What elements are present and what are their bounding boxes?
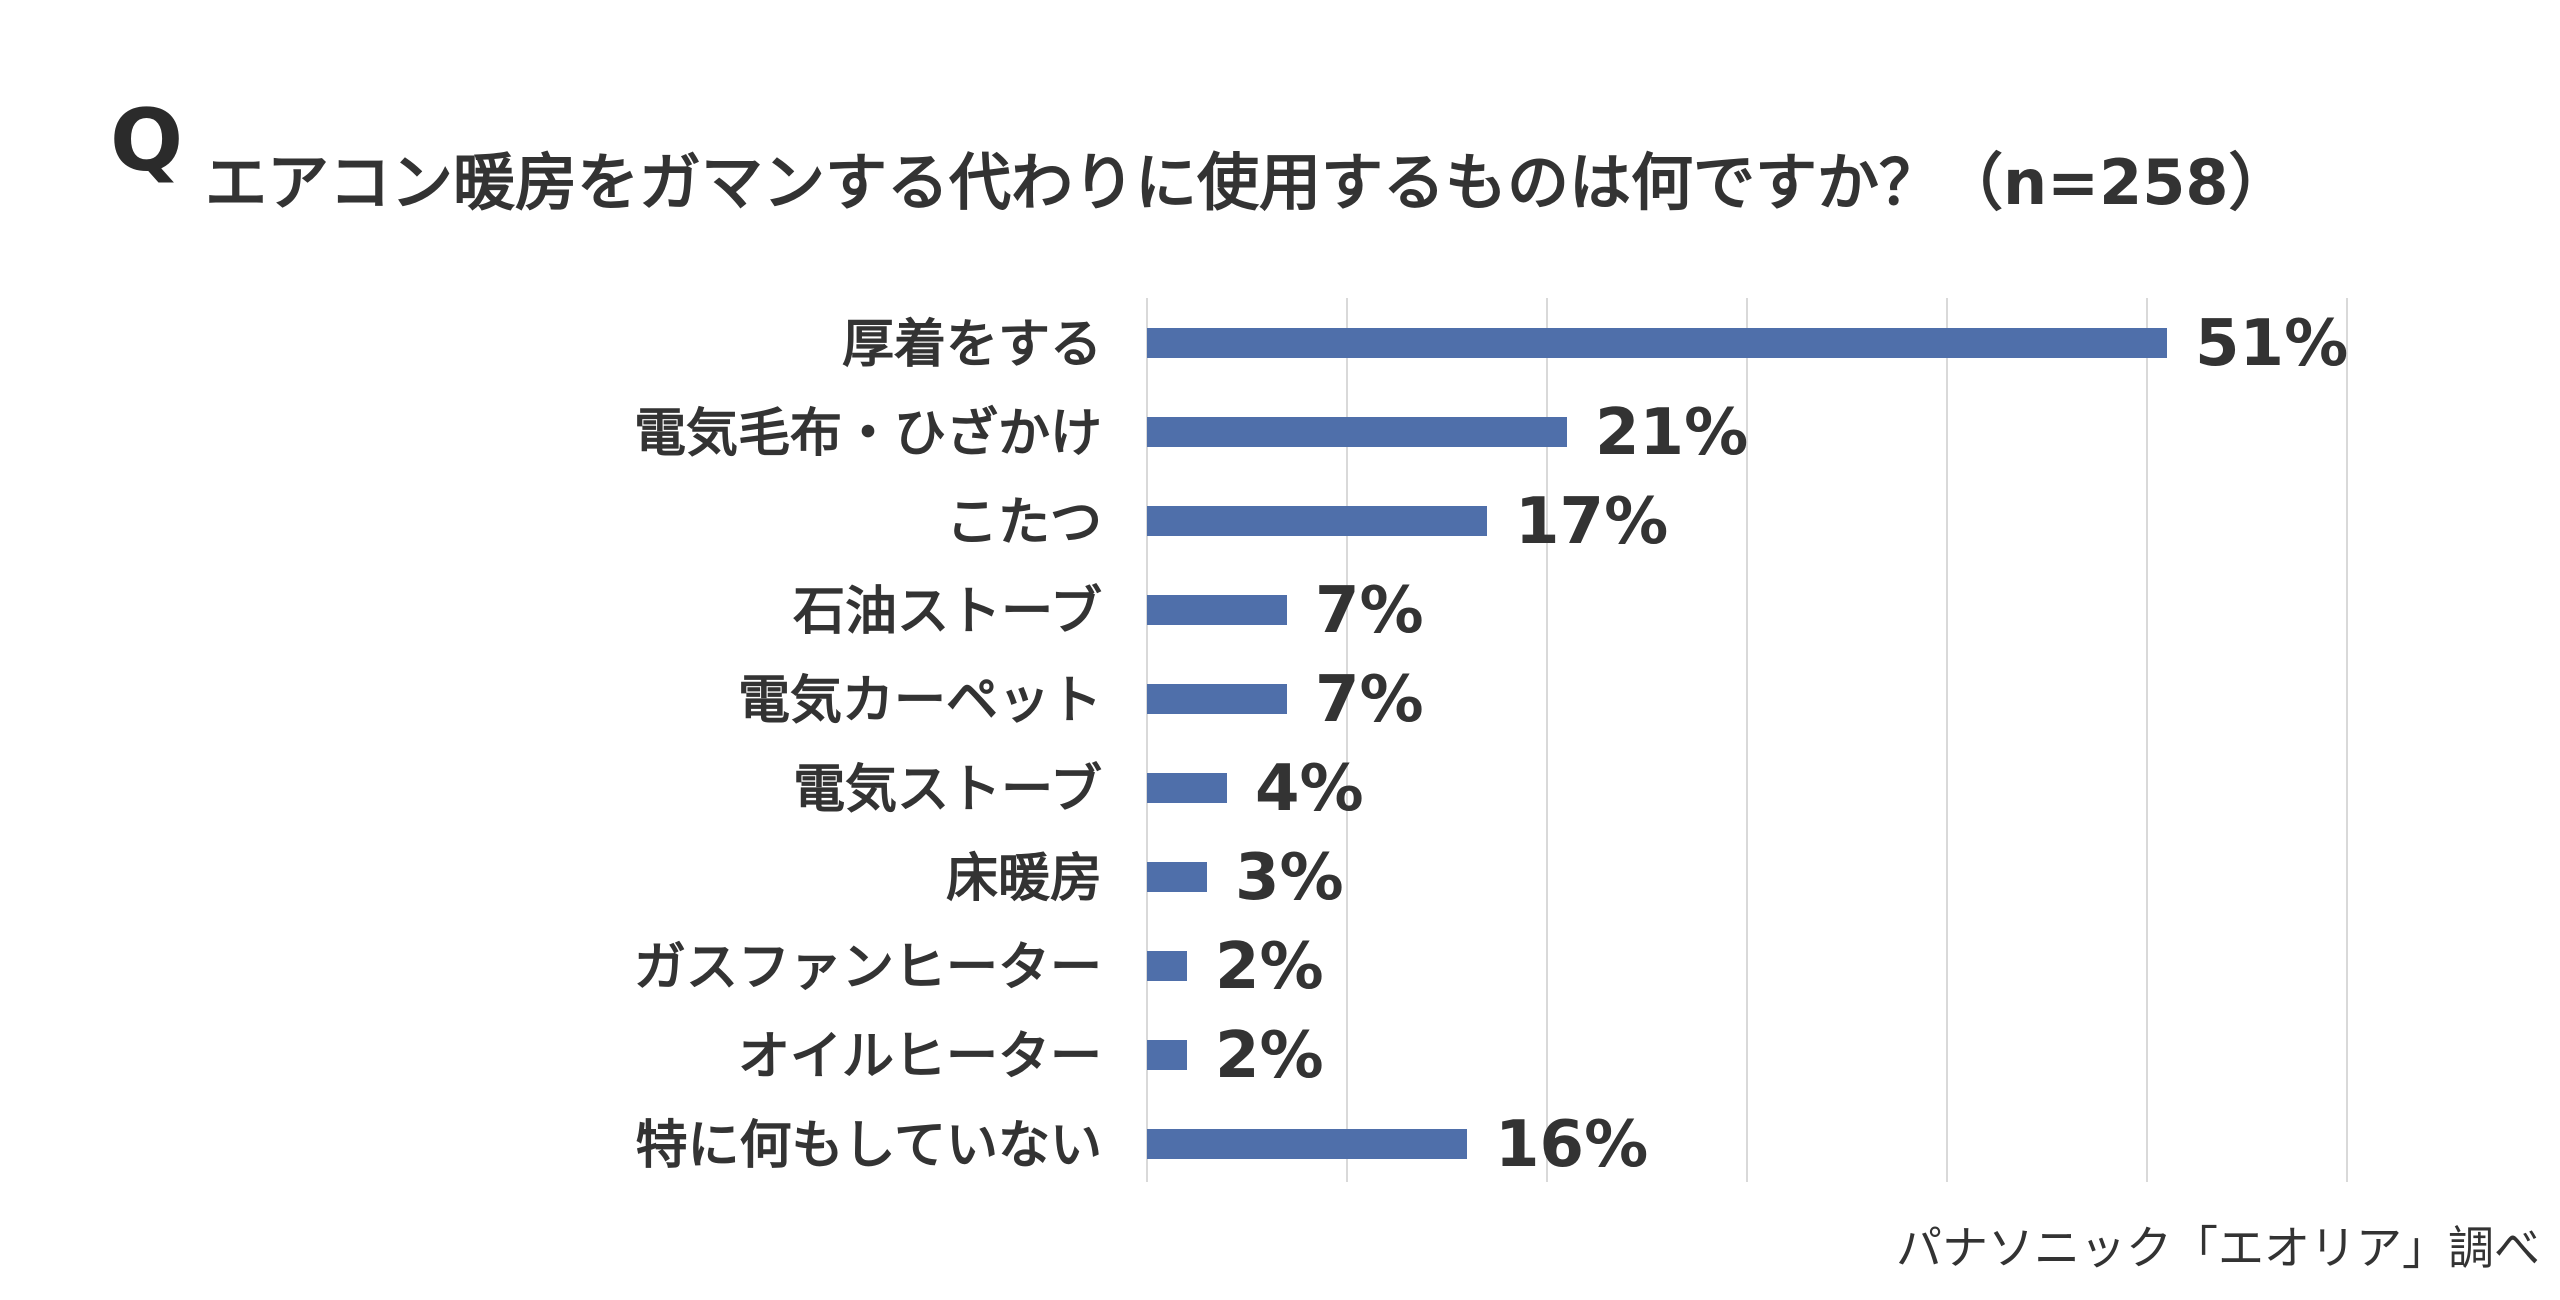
bar (1147, 328, 2167, 358)
category-label: 特に何もしていない (636, 1116, 1102, 1176)
bar (1147, 1129, 1467, 1159)
category-label: 石油ストーブ (793, 582, 1102, 642)
bar (1147, 417, 1567, 447)
value-label: 2% (1215, 930, 1324, 1004)
bar (1147, 862, 1207, 892)
source-note: パナソニック「エオリア」調べ (1896, 1221, 2540, 1275)
category-label: 電気ストーブ (793, 760, 1102, 820)
category-label: オイルヒーター (738, 1027, 1102, 1087)
value-label: 51% (2195, 307, 2348, 381)
value-label: 16% (1495, 1108, 1648, 1182)
value-labels: 51% 21% 17% 7% 7% 4% 3% 2% 2% 16% (1215, 307, 2348, 1182)
bar (1147, 684, 1287, 714)
bar (1147, 951, 1187, 981)
question-mark: Q (110, 91, 184, 191)
value-label: 7% (1315, 663, 1424, 737)
bar (1147, 506, 1487, 536)
chart-title: エアコン暖房をガマンする代わりに使用するものは何ですか？（n=258） (205, 146, 2291, 219)
bar (1147, 773, 1227, 803)
category-label: 電気毛布・ひざかけ (634, 404, 1102, 464)
bar (1147, 1040, 1187, 1070)
category-label: 床暖房 (946, 849, 1102, 909)
value-label: 21% (1595, 396, 1748, 470)
category-label: 厚着をする (842, 315, 1102, 375)
value-label: 17% (1515, 485, 1668, 559)
value-label: 7% (1315, 574, 1424, 648)
bar (1147, 595, 1287, 625)
value-label: 3% (1235, 841, 1344, 915)
category-label: こたつ (946, 493, 1102, 553)
category-label: ガスファンヒーター (634, 938, 1102, 998)
value-label: 4% (1255, 752, 1364, 826)
category-label: 電気カーペット (738, 671, 1102, 731)
bars (1147, 328, 2167, 1159)
category-labels: 厚着をする電気毛布・ひざかけこたつ石油ストーブ電気カーペット電気ストーブ床暖房ガ… (634, 315, 1102, 1176)
value-label: 2% (1215, 1019, 1324, 1093)
